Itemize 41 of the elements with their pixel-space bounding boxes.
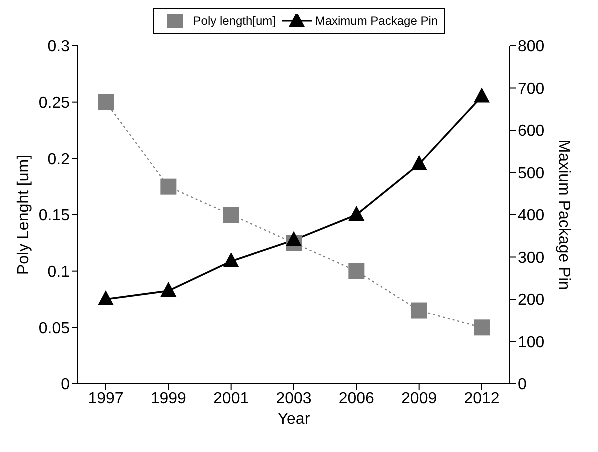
y-tick-label: 0.05 (38, 320, 70, 338)
point (286, 231, 302, 246)
legend-label: Maximum Package Pin (314, 14, 438, 28)
point (223, 252, 240, 268)
y-tick-label: 0.3 (48, 38, 70, 56)
point (348, 263, 365, 280)
x-tick-label: 2003 (276, 390, 312, 408)
y2-tick-label: 500 (518, 165, 545, 182)
legend-label: Poly length[um] (192, 14, 276, 28)
point (348, 206, 365, 221)
x-tick-label: 2009 (402, 390, 438, 408)
x-tick-label: 2012 (464, 390, 500, 408)
point (98, 290, 114, 306)
point (160, 178, 177, 195)
x-axis-title: Year (278, 411, 311, 428)
y2-axis-title: Maxium Package Pin (555, 140, 572, 290)
point (474, 88, 490, 103)
x-tick-label: 1999 (150, 390, 187, 408)
y2-tick-label: 800 (518, 38, 545, 56)
y2-tick-label: 400 (518, 208, 545, 225)
y-axis-title: Poly Lenght [um] (16, 154, 33, 276)
y2-tick-label: 300 (518, 250, 545, 267)
point (411, 155, 428, 170)
y-tick-label: 0.2 (48, 151, 70, 168)
y-tick-label: 0.25 (38, 95, 70, 112)
x-tick-label: 2006 (338, 390, 375, 408)
point (160, 282, 177, 298)
y2-tick-label: 0 (518, 376, 527, 394)
y2-tick-label: 200 (518, 292, 545, 310)
y2-tick-label: 700 (518, 80, 545, 98)
point (411, 302, 428, 319)
y2-tick-label: 600 (518, 123, 545, 140)
point (223, 207, 240, 223)
x-tick-label: 1997 (88, 390, 124, 408)
y2-tick-label: 100 (518, 334, 545, 352)
point (98, 94, 114, 110)
y-tick-label: 0 (61, 376, 70, 394)
y-tick-label: 0.15 (38, 208, 70, 225)
point (474, 320, 490, 336)
x-tick-label: 2001 (214, 390, 250, 408)
y-tick-label: 0.1 (48, 264, 70, 282)
